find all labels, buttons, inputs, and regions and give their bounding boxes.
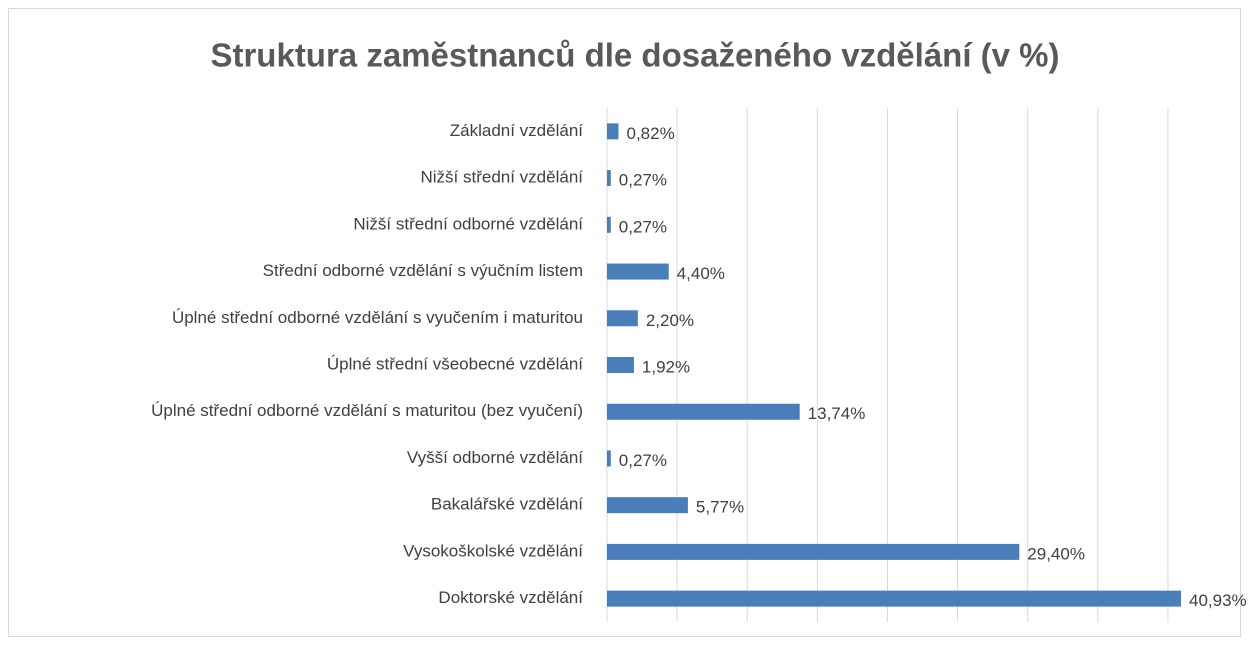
bar xyxy=(607,450,611,467)
data-label: 2,20% xyxy=(646,311,694,330)
data-label: 13,74% xyxy=(808,404,866,423)
y-tick-label: Vyšší odborné vzdělání xyxy=(407,448,583,467)
bar xyxy=(607,310,638,327)
bar xyxy=(607,357,634,373)
bar xyxy=(607,590,1181,607)
y-tick-label: Základní vzdělání xyxy=(450,121,584,140)
y-tick-label: Vysokoškolské vzdělání xyxy=(403,541,583,560)
chart-title: Struktura zaměstnanců dle dosaženého vzd… xyxy=(210,37,1059,74)
data-label: 0,27% xyxy=(619,171,667,190)
data-label: 0,82% xyxy=(626,124,674,143)
bar xyxy=(607,123,619,140)
bar xyxy=(607,170,611,187)
data-label: 0,27% xyxy=(619,217,667,236)
data-label: 40,93% xyxy=(1189,591,1247,610)
y-tick-label: Úplné střední odborné vzdělání s vyučení… xyxy=(172,308,583,327)
bar xyxy=(607,543,1020,560)
data-label: 29,40% xyxy=(1027,544,1085,563)
bar xyxy=(607,497,688,514)
data-label: 1,92% xyxy=(642,357,690,376)
y-tick-label: Bakalářské vzdělání xyxy=(431,495,583,514)
y-tick-label: Úplné střední odborné vzdělání s maturit… xyxy=(151,401,583,420)
data-label: 5,77% xyxy=(696,498,744,517)
y-tick-label: Doktorské vzdělání xyxy=(438,588,583,607)
y-tick-label: Úplné střední všeobecné vzdělání xyxy=(327,354,583,373)
bar xyxy=(607,216,611,233)
y-tick-label: Střední odborné vzdělání s výučním liste… xyxy=(263,261,583,280)
bar xyxy=(607,263,669,280)
data-label: 0,27% xyxy=(619,451,667,470)
y-tick-label: Nižší střední vzdělání xyxy=(420,168,583,187)
bar xyxy=(607,403,800,420)
y-tick-label: Nižší střední odborné vzdělání xyxy=(353,214,583,233)
data-label: 4,40% xyxy=(677,264,725,283)
